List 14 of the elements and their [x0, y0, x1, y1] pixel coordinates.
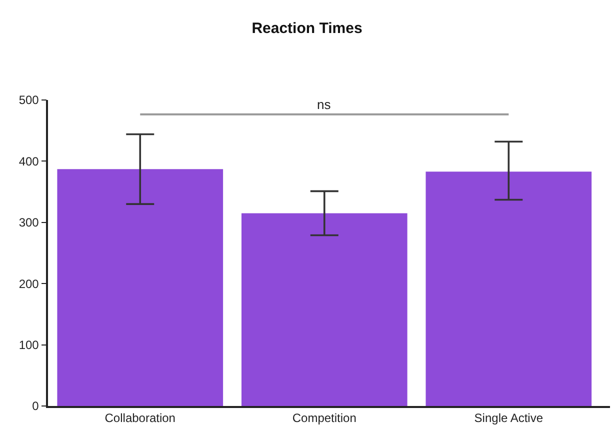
- bar: [57, 169, 224, 406]
- x-tick-label: Collaboration: [104, 411, 176, 426]
- bar: [426, 172, 592, 406]
- bar: [241, 213, 408, 406]
- y-tick-label: 400: [18, 154, 40, 168]
- chart-title: Reaction Times: [252, 20, 362, 37]
- x-tick-label: Competition: [292, 411, 356, 426]
- annotation: ns: [317, 97, 332, 112]
- x-tick-label: Single Active: [474, 411, 544, 426]
- y-tick-label: 500: [18, 93, 40, 108]
- y-tick-label: 0: [32, 399, 40, 414]
- y-tick-label: 100: [18, 338, 40, 352]
- y-tick-label: 200: [18, 276, 40, 291]
- y-tick-label: 300: [18, 216, 40, 230]
